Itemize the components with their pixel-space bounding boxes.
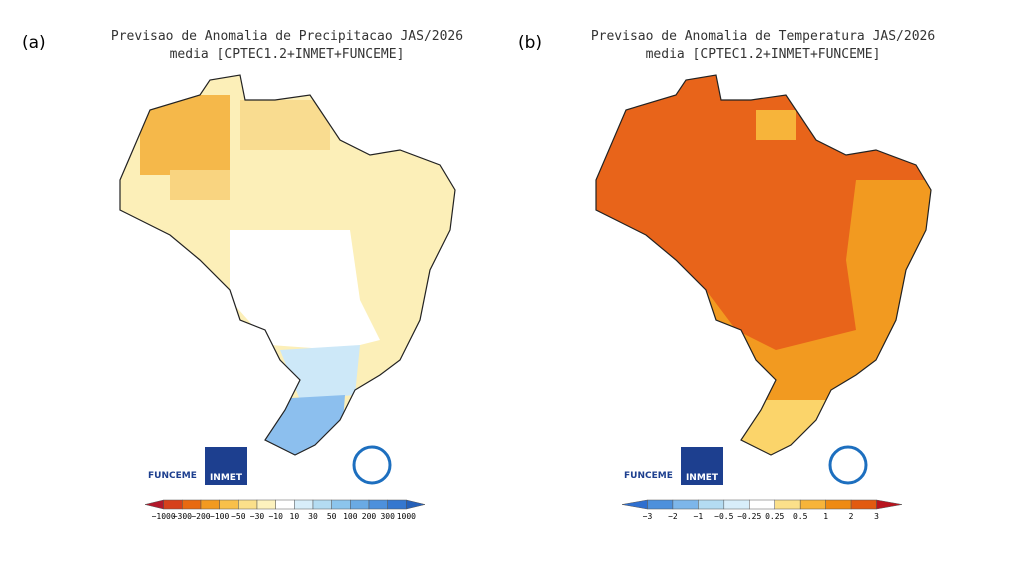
colorbar-cell: [406, 499, 426, 510]
colorbar-cell: [200, 499, 220, 510]
colorbar-cell: [387, 499, 407, 510]
colorbar-label: −0.5: [714, 512, 733, 521]
colorbar-label: 10: [290, 512, 300, 521]
colorbar-label: 0.25: [765, 512, 784, 521]
map-fill: [120, 75, 455, 455]
colorbar-cell: [144, 499, 164, 510]
logo-box: [681, 447, 723, 485]
colorbar: −3 −2 −1 −0.5 −0.25 0.25 0.5 1 2 3: [621, 499, 903, 521]
colorbar-label: 100: [343, 512, 358, 521]
map-subtitle: media [CPTEC1.2+INMET+FUNCEME]: [170, 47, 405, 62]
colorbar-cell: [275, 499, 295, 510]
logo-text: FUNCEME: [148, 471, 197, 481]
colorbar-label: −1: [694, 512, 704, 521]
colorbar-cell: [647, 499, 674, 510]
colorbar-label: −50: [231, 512, 246, 521]
colorbar-cell: [825, 499, 852, 510]
colorbar-label: 2: [849, 512, 854, 521]
colorbar-label: −300: [173, 512, 192, 521]
colorbar-label: 3: [874, 512, 879, 521]
map-title: Previsao de Anomalia de Temperatura JAS/…: [591, 29, 935, 44]
colorbar-cell: [331, 499, 351, 510]
colorbar-label: 1: [823, 512, 828, 521]
panel-a: (a) Previsao de Anomalia de Precipitacao…: [22, 29, 463, 521]
logo-box: [205, 447, 247, 485]
map-subtitle: media [CPTEC1.2+INMET+FUNCEME]: [646, 47, 881, 62]
colorbar-cell: [294, 499, 314, 510]
colorbar-label: −0.25: [737, 512, 761, 521]
colorbar-label: −30: [250, 512, 265, 521]
colorbar-cell: [672, 499, 699, 510]
colorbar-cell: [749, 499, 775, 510]
colorbar-label: −10: [268, 512, 283, 521]
colorbar-label: −2: [668, 512, 678, 521]
colorbar-label: 50: [327, 512, 337, 521]
colorbar-cell: [256, 499, 276, 510]
colorbar-label: −200: [191, 512, 210, 521]
colorbar-cell: [163, 499, 183, 510]
colorbar-cell: [368, 499, 388, 510]
panel-label: (b): [518, 33, 542, 53]
colorbar-cell: [723, 499, 750, 510]
colorbar-label: 200: [362, 512, 377, 521]
colorbar-label: 1000: [397, 512, 416, 521]
panel-label: (a): [22, 33, 46, 53]
logo-text: FUNCEME: [624, 471, 673, 481]
colorbar-label: −1000: [152, 512, 176, 521]
colorbar-cell: [238, 499, 258, 510]
panel-b: (b) Previsao de Anomalia de Temperatura …: [518, 29, 935, 521]
map-fill: [596, 75, 931, 455]
colorbar-label: 300: [380, 512, 395, 521]
colorbar-cell: [219, 499, 239, 510]
logo-text: INMET: [686, 473, 719, 483]
logo-text: INMET: [210, 473, 243, 483]
colorbar-cell: [774, 499, 801, 510]
colorbar-label: −100: [210, 512, 229, 521]
colorbar-cell: [182, 499, 202, 510]
colorbar-cell: [799, 499, 826, 510]
logo-inpe: [352, 445, 392, 485]
colorbar-cell: [621, 499, 648, 510]
logo-inpe: [828, 445, 868, 485]
colorbar-cell: [850, 499, 877, 510]
colorbar-cell: [312, 499, 332, 510]
colorbar-label: −3: [643, 512, 653, 521]
colorbar-cell: [876, 499, 903, 510]
map-title: Previsao de Anomalia de Precipitacao JAS…: [111, 29, 463, 44]
colorbar: −1000−300 −200 −100 −50 −30 −10 10 30 50 100 200 30…: [144, 499, 426, 521]
colorbar-label: 30: [308, 512, 318, 521]
colorbar-label: 0.5: [793, 512, 808, 521]
colorbar-cell: [350, 499, 370, 510]
colorbar-cell: [698, 499, 725, 510]
